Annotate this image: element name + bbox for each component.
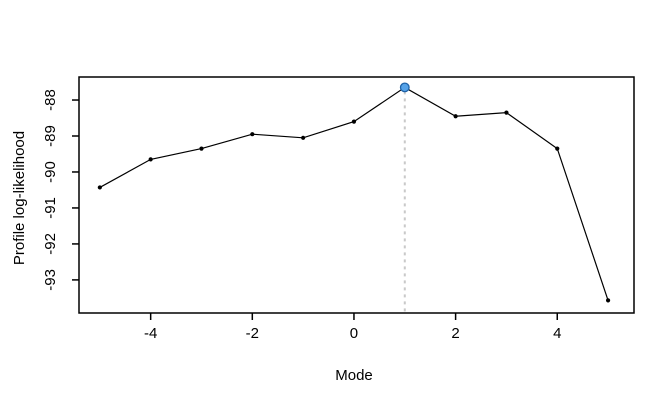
data-point xyxy=(250,132,255,137)
y-axis-label: Profile log-likelihood xyxy=(11,131,28,265)
data-point xyxy=(301,135,306,140)
y-tick-label: -92 xyxy=(42,233,59,255)
data-point xyxy=(97,185,102,190)
data-point xyxy=(555,146,560,151)
data-point xyxy=(148,157,153,162)
data-point xyxy=(504,110,509,115)
x-tick-label: 4 xyxy=(553,325,561,342)
axis-ticks: -4 -2 0 2 4 -88 -89 -90 -91 -92 -93 xyxy=(42,89,561,342)
data-point xyxy=(453,114,458,119)
x-tick-label: 0 xyxy=(350,325,358,342)
y-tick-label: -91 xyxy=(42,197,59,219)
x-tick-label: 2 xyxy=(451,325,459,342)
x-tick-label: -4 xyxy=(144,325,157,342)
data-point xyxy=(351,119,357,124)
y-tick-label: -90 xyxy=(42,161,59,183)
maximum-point xyxy=(399,82,410,93)
x-axis-label: Mode xyxy=(335,367,373,384)
profile-likelihood-line xyxy=(99,86,609,301)
data-series xyxy=(97,82,611,303)
y-tick-label: -88 xyxy=(42,89,59,111)
data-point xyxy=(605,298,611,303)
data-point xyxy=(199,146,204,151)
plot-area-border xyxy=(78,76,635,314)
y-tick-label: -89 xyxy=(42,125,59,147)
y-tick-label: -93 xyxy=(42,269,59,291)
x-tick-label: -2 xyxy=(246,325,259,342)
